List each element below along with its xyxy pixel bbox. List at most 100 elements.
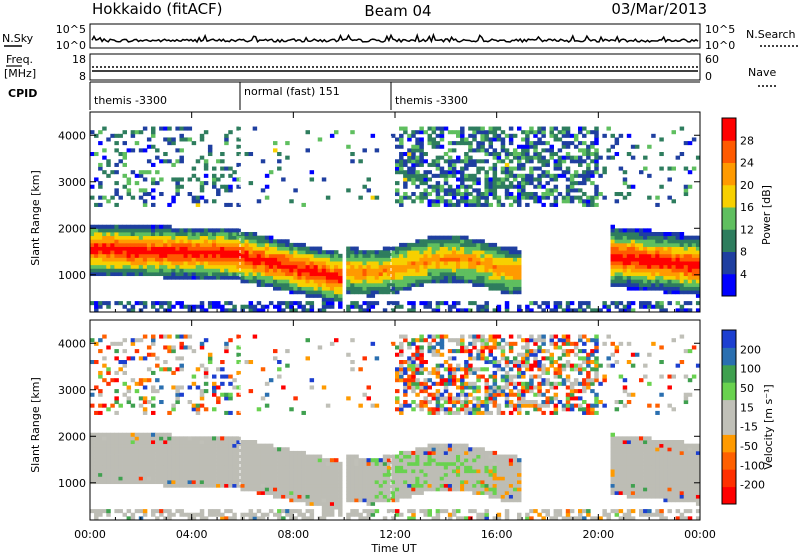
velocity-cell: [325, 458, 331, 463]
velocity-cell: [167, 472, 172, 477]
power-cell: [691, 235, 697, 240]
power-cell: [321, 301, 327, 306]
velocity-cell: [309, 461, 315, 466]
power-cell: [374, 253, 380, 258]
velocity-cell: [277, 476, 282, 481]
power-cell: [273, 253, 278, 258]
power-cell: [106, 232, 111, 237]
power-cell: [504, 268, 510, 273]
power-cell: [106, 304, 111, 309]
velocity-cell: [431, 367, 437, 372]
velocity-cell: [411, 374, 416, 379]
velocity-cell: [183, 461, 188, 466]
velocity-cell: [305, 356, 310, 361]
power-cell: [207, 264, 213, 269]
power-cell: [456, 301, 461, 306]
velocity-cell: [334, 480, 339, 485]
power-cell: [512, 246, 518, 251]
power-cell: [647, 144, 652, 149]
velocity-cell: [460, 392, 465, 397]
power-cell: [447, 155, 453, 160]
power-cell: [407, 272, 412, 277]
power-cell: [492, 279, 498, 284]
power-cell: [468, 257, 473, 262]
power-cell: [386, 272, 392, 277]
power-cell: [90, 152, 95, 157]
power-cell: [451, 235, 457, 240]
power-cell: [106, 228, 111, 233]
power-cell: [659, 304, 664, 309]
power-cell: [362, 282, 367, 287]
power-cell: [395, 253, 400, 258]
power-cell: [663, 235, 668, 240]
velocity-cell: [374, 487, 380, 492]
velocity-cell: [443, 389, 449, 394]
velocity-cell: [199, 447, 205, 452]
velocity-cell: [297, 509, 302, 514]
velocity-cell: [138, 450, 144, 455]
power-cell: [651, 250, 656, 255]
power-cell: [220, 272, 225, 277]
power-cell: [610, 235, 615, 240]
velocity-cell: [285, 458, 290, 463]
velocity-cell: [464, 367, 469, 372]
velocity-cell: [220, 367, 225, 372]
velocity-cell: [435, 458, 441, 463]
velocity-cell: [232, 385, 237, 390]
power-cell: [325, 264, 331, 269]
velocity-cell: [179, 345, 184, 350]
power-cell: [334, 297, 339, 302]
velocity-cell: [212, 461, 217, 466]
power-cell: [468, 184, 473, 189]
power-cell: [199, 181, 205, 186]
power-cell: [338, 261, 343, 266]
power-cell: [565, 188, 571, 193]
power-cell: [525, 144, 530, 149]
velocity-cell: [427, 349, 432, 354]
power-cell: [138, 188, 144, 193]
freq-right-tick-top: 60: [705, 53, 719, 66]
power-cell: [476, 308, 481, 312]
power-cell: [464, 250, 469, 255]
power-cell: [403, 195, 408, 200]
power-cell: [659, 239, 664, 244]
power-cell: [134, 181, 140, 186]
power-cell: [472, 199, 477, 204]
velocity-cell: [236, 360, 241, 365]
velocity-cell: [382, 458, 388, 463]
power-cell: [289, 242, 294, 247]
power-cell: [321, 286, 327, 291]
velocity-cell: [321, 512, 327, 517]
velocity-cell: [358, 461, 363, 466]
power-cell: [329, 275, 335, 280]
power-cell: [309, 286, 315, 291]
power-cell: [106, 250, 111, 255]
power-cell: [529, 130, 534, 135]
power-cell: [151, 228, 156, 233]
velocity-cell: [346, 490, 351, 495]
power-cell: [358, 282, 363, 287]
velocity-cell: [358, 498, 363, 503]
power-cell: [687, 261, 693, 266]
velocity-cell: [110, 480, 115, 485]
velocity-cell: [411, 367, 416, 372]
velocity-cell: [460, 480, 465, 485]
power-cell: [151, 261, 156, 266]
power-cell: [634, 239, 640, 244]
velocity-cell: [334, 472, 339, 477]
power-cell: [683, 253, 689, 258]
velocity-cell: [399, 370, 404, 375]
velocity-cell: [98, 458, 103, 463]
power-cell: [102, 253, 107, 258]
power-cell: [90, 264, 95, 269]
velocity-cell: [183, 454, 188, 459]
power-cell: [456, 250, 461, 255]
power-cell: [260, 242, 266, 247]
power-cell: [496, 264, 502, 269]
power-cell: [614, 279, 620, 284]
velocity-cell: [435, 476, 441, 481]
power-cell: [395, 282, 400, 287]
power-cell: [643, 239, 648, 244]
power-cell: [224, 308, 229, 312]
velocity-cell: [260, 396, 266, 401]
